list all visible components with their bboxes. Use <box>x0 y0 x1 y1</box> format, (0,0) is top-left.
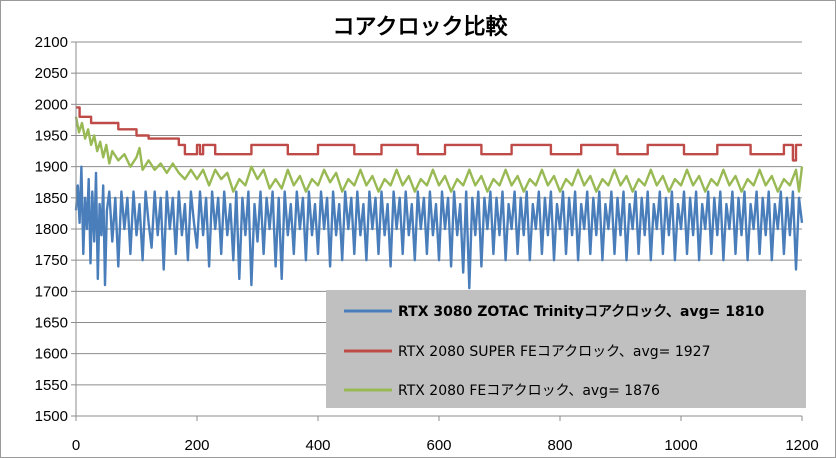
x-tick-label: 1200 <box>785 437 818 454</box>
legend-box <box>326 290 806 408</box>
y-tick-label: 1900 <box>35 159 68 176</box>
y-tick-label: 1700 <box>35 283 68 300</box>
chart-title: コアクロック比較 <box>333 14 509 40</box>
y-tick-label: 1850 <box>35 190 68 207</box>
series-line-1 <box>76 106 802 162</box>
legend: RTX 3080 ZOTAC Trinityコアクロック、avg= 1810 RT… <box>326 290 806 408</box>
y-tick-label: 1550 <box>35 377 68 394</box>
x-tick-label: 0 <box>72 437 80 454</box>
y-tick-label: 1650 <box>35 315 68 332</box>
y-tick-label: 1600 <box>35 346 68 363</box>
series-line-2 <box>74 116 804 193</box>
series-lines <box>74 106 804 290</box>
legend-label-0: RTX 3080 ZOTAC Trinityコアクロック、avg= 1810 <box>398 304 764 320</box>
series-line-0 <box>74 165 804 290</box>
legend-label-1: RTX 2080 SUPER FEコアクロック、avg= 1927 <box>398 344 710 360</box>
y-tick-label: 2100 <box>35 34 68 51</box>
y-tick-label: 1800 <box>35 221 68 238</box>
x-tick-label: 200 <box>184 437 209 454</box>
y-tick-label: 1950 <box>35 128 68 145</box>
x-tick-label: 600 <box>426 437 451 454</box>
y-tick-label: 1750 <box>35 252 68 269</box>
x-tick-label: 800 <box>547 437 572 454</box>
x-tick-label: 1000 <box>664 437 697 454</box>
x-axis-ticks: 0 200 400 600 800 1000 1200 <box>72 416 819 454</box>
axes <box>75 42 802 417</box>
legend-label-2: RTX 2080 FEコアクロック、avg= 1876 <box>398 383 660 399</box>
y-axis-ticks: 1500 1550 1600 1650 1700 1750 1800 1850 1900 1950… <box>35 34 76 425</box>
y-tick-label: 1500 <box>35 408 68 425</box>
y-tick-label: 2050 <box>35 65 68 82</box>
x-tick-label: 400 <box>305 437 330 454</box>
y-tick-label: 2000 <box>35 96 68 113</box>
